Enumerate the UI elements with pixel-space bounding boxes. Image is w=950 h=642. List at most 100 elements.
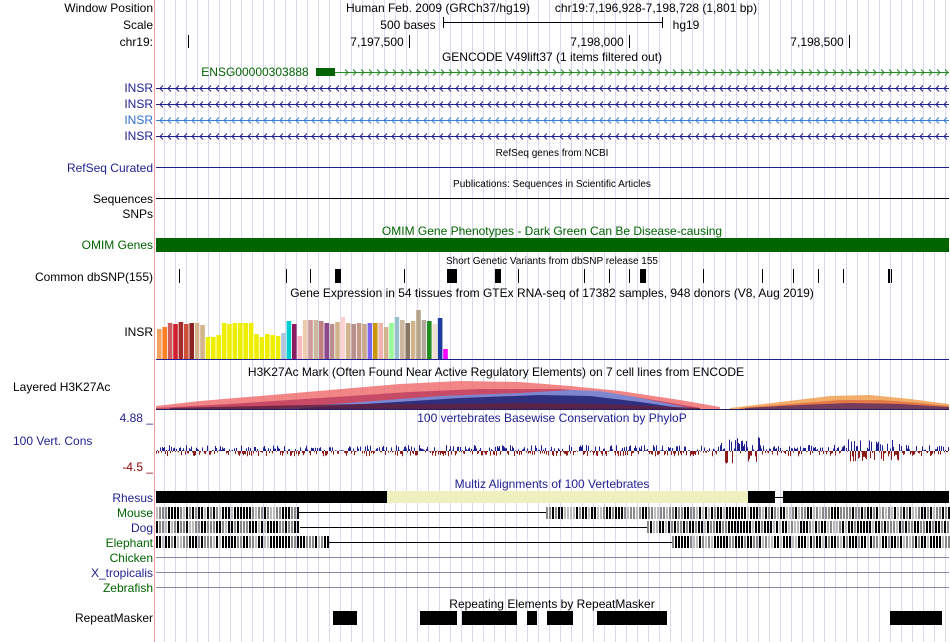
mouse-alignment-block xyxy=(672,507,674,519)
mouse-alignment-block xyxy=(699,507,701,519)
mouse-alignment-block xyxy=(795,507,797,519)
insr-strand-arrow xyxy=(567,117,572,124)
insr-strand-arrow xyxy=(831,133,836,140)
dog-alignment-block xyxy=(890,521,892,533)
insr-strand-arrow xyxy=(471,101,476,108)
insr-strand-arrow xyxy=(935,85,940,92)
insr-strand-arrow xyxy=(551,101,556,108)
repeat-element xyxy=(462,611,517,625)
insr-strand-arrow xyxy=(199,117,204,124)
elephant-alignment-block xyxy=(816,536,818,548)
multiz-species-mouse[interactable]: Mouse xyxy=(116,506,153,520)
insr-strand-arrow xyxy=(887,85,892,92)
ensg-strand-arrow xyxy=(864,69,869,76)
insr-strand-arrow xyxy=(823,117,828,124)
insr-strand-arrow xyxy=(255,85,260,92)
insr-strand-arrow xyxy=(487,133,492,140)
mouse-alignment-block xyxy=(696,507,698,519)
insr-strand-arrow xyxy=(783,101,788,108)
insr-strand-arrow xyxy=(423,85,428,92)
mouse-alignment-block xyxy=(711,507,713,519)
dog-alignment-block xyxy=(243,521,245,533)
insr-strand-arrow xyxy=(415,101,420,108)
mouse-alignment-block xyxy=(654,507,656,519)
elephant-alignment-block xyxy=(678,536,680,548)
repeatmasker-track-title: Repeating Elements by RepeatMasker xyxy=(449,597,655,611)
elephant-alignment-block xyxy=(759,536,761,548)
ensg-strand-arrow xyxy=(448,69,453,76)
insr-strand-arrow xyxy=(463,101,468,108)
insr-strand-arrow xyxy=(879,101,884,108)
omim-track-label[interactable]: OMIM Genes xyxy=(81,238,153,252)
insr-strand-arrow xyxy=(519,101,524,108)
elephant-alignment-block xyxy=(177,536,179,548)
multiz-species-elephant[interactable]: Elephant xyxy=(105,536,153,550)
insr-strand-arrow xyxy=(479,85,484,92)
insr-transcript-label-1[interactable]: INSR xyxy=(124,81,153,95)
ensg-strand-arrow xyxy=(520,69,525,76)
mouse-alignment-block xyxy=(819,507,821,519)
dog-alignment-block xyxy=(213,521,215,533)
refseq-track-label[interactable]: RefSeq Curated xyxy=(66,161,153,175)
insr-strand-arrow xyxy=(743,101,748,108)
mouse-alignment-block xyxy=(645,507,647,519)
insr-transcript-label-3[interactable]: INSR xyxy=(124,113,153,127)
ensg-gene-label[interactable]: ENSG00000303888 xyxy=(201,65,309,79)
insr-strand-arrow xyxy=(815,85,820,92)
conservation-track-label[interactable]: 100 Vert. Cons xyxy=(13,434,93,448)
elephant-alignment-block xyxy=(192,536,194,548)
insr-strand-arrow xyxy=(887,117,892,124)
insr-strand-arrow xyxy=(279,101,284,108)
elephant-alignment-block xyxy=(774,536,776,548)
dbsnp-variant xyxy=(495,269,501,283)
elephant-alignment-block xyxy=(897,536,899,548)
dog-alignment-block xyxy=(162,521,164,533)
gtex-tissue-bar xyxy=(259,337,265,359)
insr-transcript-label-4[interactable]: INSR xyxy=(124,129,153,143)
dog-alignment-block xyxy=(896,521,898,533)
insr-strand-arrow xyxy=(751,85,756,92)
insr-strand-arrow xyxy=(367,133,372,140)
insr-strand-arrow xyxy=(271,85,276,92)
multiz-species-dog[interactable]: Dog xyxy=(130,521,153,535)
multiz-species-x-tropicalis[interactable]: X_tropicalis xyxy=(90,566,153,580)
insr-strand-arrow xyxy=(231,85,236,92)
multiz-species-chicken[interactable]: Chicken xyxy=(109,551,153,565)
insr-transcript-label-2[interactable]: INSR xyxy=(124,97,153,111)
elephant-alignment-block xyxy=(762,536,764,548)
h3k27ac-track-label[interactable]: Layered H3K27Ac xyxy=(13,380,111,394)
insr-strand-arrow xyxy=(215,101,220,108)
multiz-species-rhesus[interactable]: Rhesus xyxy=(112,491,153,505)
insr-strand-arrow xyxy=(655,85,660,92)
dbsnp-track-label[interactable]: Common dbSNP(155) xyxy=(34,270,153,284)
mouse-alignment-block xyxy=(186,507,188,519)
insr-strand-arrow xyxy=(399,133,404,140)
sequences-track-label[interactable]: Sequences xyxy=(92,192,153,206)
dog-alignment-block xyxy=(222,521,224,533)
insr-strand-arrow xyxy=(663,133,668,140)
insr-strand-arrow xyxy=(359,133,364,140)
insr-strand-arrow xyxy=(239,101,244,108)
insr-strand-arrow xyxy=(927,133,932,140)
elephant-alignment-block xyxy=(168,536,170,548)
insr-strand-arrow xyxy=(735,101,740,108)
insr-strand-arrow xyxy=(431,101,436,108)
elephant-alignment-block xyxy=(858,536,860,548)
elephant-alignment-block xyxy=(945,536,947,548)
multiz-species-zebrafish[interactable]: Zebrafish xyxy=(102,581,153,595)
ensg-strand-arrow xyxy=(480,69,485,76)
elephant-alignment-block xyxy=(738,536,740,548)
insr-strand-arrow xyxy=(943,117,948,124)
mouse-alignment-block xyxy=(660,507,662,519)
gtex-tissue-bar xyxy=(173,324,178,359)
gtex-tissue-bar xyxy=(302,320,308,359)
dog-alignment-block xyxy=(228,521,230,533)
insr-strand-arrow xyxy=(919,101,924,108)
mouse-alignment-block xyxy=(630,507,632,519)
snps-track-label[interactable]: SNPs xyxy=(122,207,153,221)
repeatmasker-track-label[interactable]: RepeatMasker xyxy=(74,611,153,625)
elephant-alignment-block xyxy=(822,536,824,548)
conservation-min-label: -4.5 _ xyxy=(122,460,153,474)
mouse-alignment-block xyxy=(900,507,902,519)
gtex-track-label[interactable]: INSR xyxy=(124,325,153,339)
